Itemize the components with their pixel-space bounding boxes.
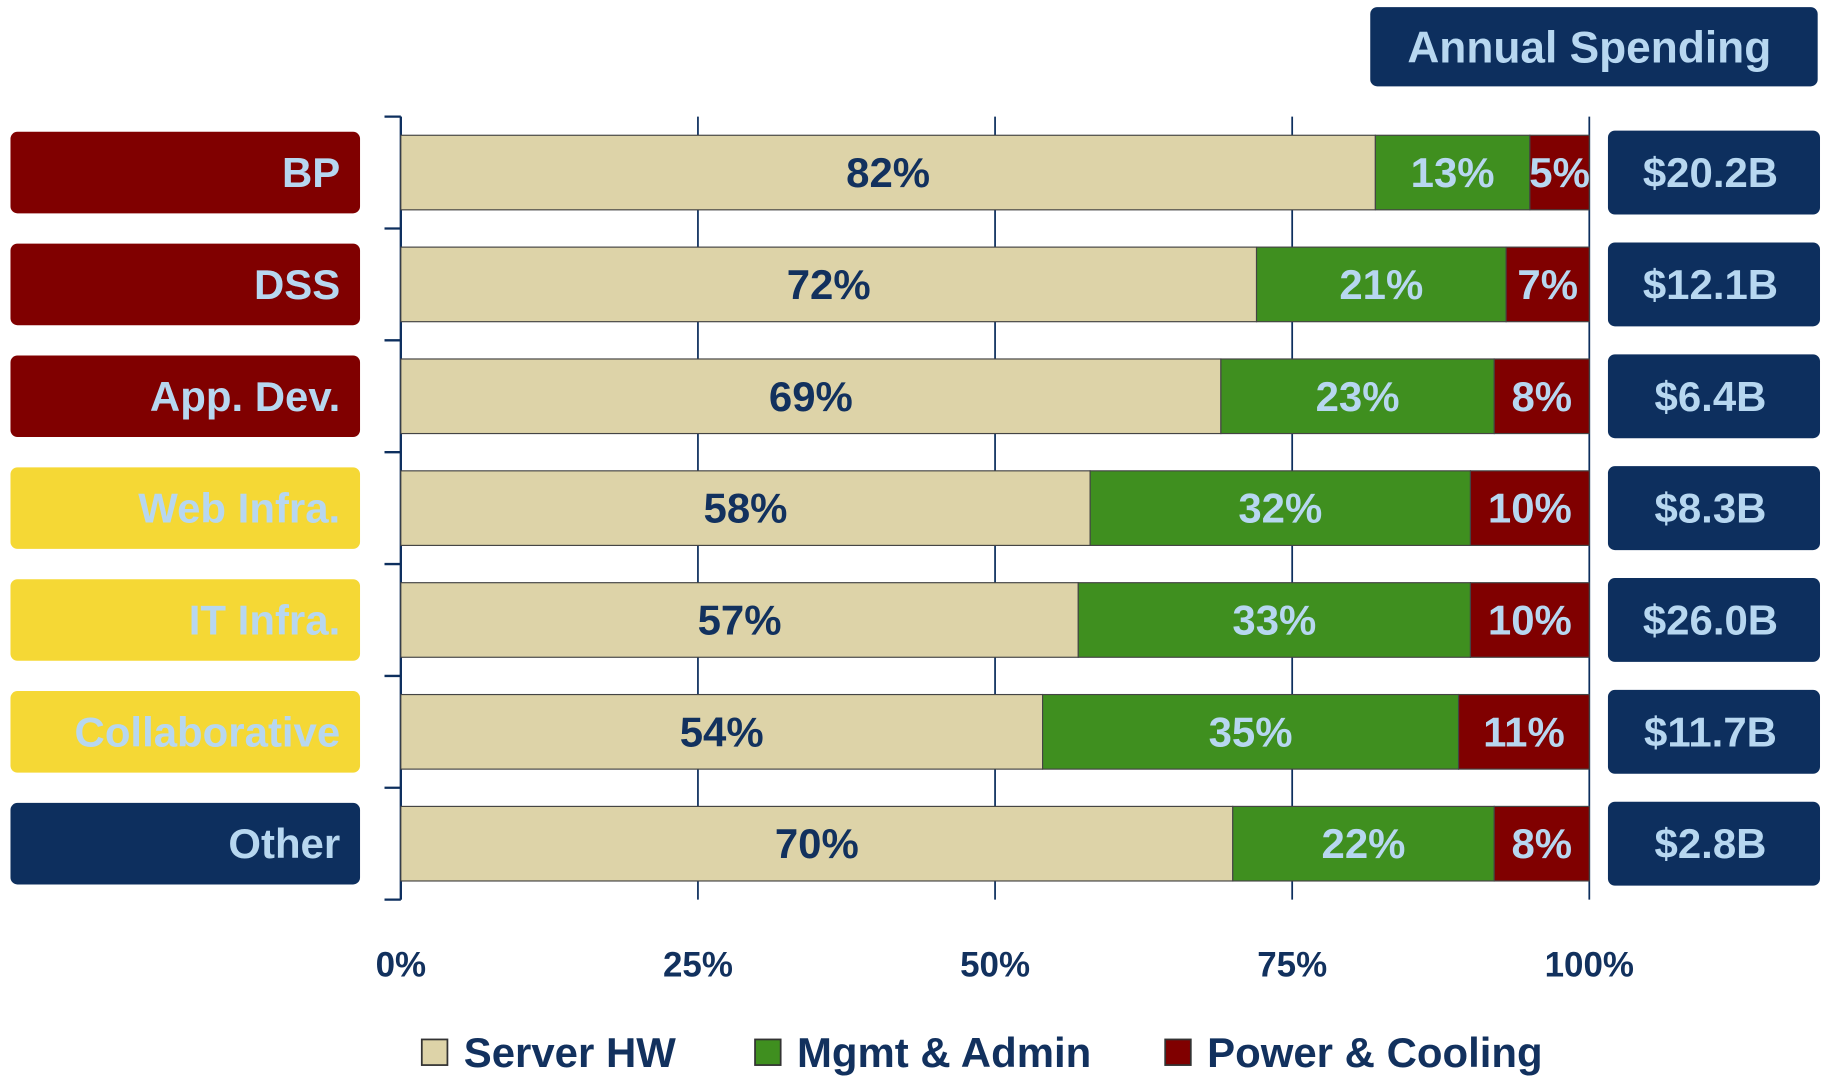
spending-box	[1607, 354, 1821, 439]
bar-segment	[400, 470, 1091, 546]
category-box	[10, 467, 361, 549]
category-box	[10, 243, 361, 326]
legend-label: Server HW	[464, 1029, 677, 1076]
legend-swatch	[754, 1038, 782, 1066]
category-label: BP	[282, 149, 340, 196]
bar-value-label: 69%	[769, 373, 853, 420]
legend-label: Mgmt & Admin	[797, 1029, 1091, 1076]
category-label: App. Dev.	[150, 373, 340, 420]
category-box	[10, 131, 361, 214]
bar-segment	[1469, 582, 1590, 658]
category-label: Collaborative	[75, 708, 341, 755]
x-tick-label: 0%	[376, 945, 427, 984]
bar-segment	[1220, 358, 1495, 435]
spending-label: $20.2B	[1643, 149, 1778, 196]
bar-segment	[1505, 246, 1590, 323]
bar-segment	[1232, 805, 1495, 882]
category-box	[10, 579, 361, 661]
spending-label: $2.8B	[1655, 820, 1767, 867]
bar-value-label: 57%	[698, 596, 782, 643]
bar-value-label: 33%	[1232, 596, 1316, 643]
bar-value-label: 10%	[1488, 596, 1572, 643]
bar-segment	[1493, 358, 1590, 435]
bar-segment	[1255, 246, 1507, 323]
bar-value-label: 5%	[1529, 149, 1590, 196]
bar-segment	[1457, 693, 1590, 770]
bar-segment	[400, 582, 1079, 658]
bar-value-label: 22%	[1322, 820, 1406, 867]
spending-label: $6.4B	[1655, 373, 1767, 420]
spending-box	[1607, 578, 1821, 662]
bar-value-label: 10%	[1488, 485, 1572, 532]
spending-header: Annual Spending	[1407, 23, 1771, 72]
spending-box	[1607, 242, 1821, 327]
bar-value-label: 72%	[787, 261, 871, 308]
category-label: DSS	[254, 261, 340, 308]
spending-label: $12.1B	[1643, 261, 1778, 308]
spending-label: $8.3B	[1655, 485, 1767, 532]
bar-segment	[400, 693, 1044, 770]
bar-segment	[400, 358, 1222, 435]
bar-segment	[1374, 134, 1531, 211]
category-label: Other	[228, 820, 340, 867]
spending-box	[1607, 689, 1821, 774]
category-box	[10, 355, 361, 438]
legend-label: Power & Cooling	[1207, 1029, 1543, 1076]
spending-header-box	[1370, 7, 1818, 87]
bar-value-label: 8%	[1511, 820, 1572, 867]
bar-value-label: 11%	[1483, 708, 1565, 755]
x-tick-label: 25%	[663, 945, 733, 984]
category-label: IT Infra.	[189, 596, 340, 643]
spending-label: $26.0B	[1643, 596, 1778, 643]
bar-value-label: 54%	[680, 708, 764, 755]
category-label: Web Infra.	[138, 485, 340, 532]
bar-value-label: 70%	[775, 820, 859, 867]
spending-label: $11.7B	[1644, 708, 1777, 755]
bar-value-label: 23%	[1316, 373, 1400, 420]
bar-segment	[1529, 134, 1590, 211]
bar-value-label: 35%	[1209, 708, 1293, 755]
x-tick-label: 75%	[1257, 945, 1327, 984]
bar-segment	[1089, 470, 1472, 546]
spending-box	[1607, 801, 1821, 886]
bar-segment	[1077, 582, 1472, 658]
bar-segment	[400, 805, 1234, 882]
bar-value-label: 32%	[1238, 485, 1322, 532]
spending-box	[1607, 466, 1821, 551]
spending-box	[1607, 130, 1821, 215]
x-tick-label: 100%	[1545, 945, 1634, 984]
bar-value-label: 13%	[1411, 149, 1495, 196]
bar-value-label: 82%	[846, 149, 930, 196]
bar-segment	[1469, 470, 1590, 546]
bar-segment	[1493, 805, 1590, 882]
bar-value-label: 8%	[1511, 373, 1572, 420]
bar-value-label: 7%	[1517, 261, 1578, 308]
bar-value-label: 58%	[704, 485, 788, 532]
bar-segment	[400, 134, 1376, 211]
category-box	[10, 802, 361, 885]
x-tick-label: 50%	[960, 945, 1030, 984]
bar-segment	[1042, 693, 1460, 770]
legend-swatch	[1164, 1038, 1192, 1066]
legend-swatch	[420, 1038, 449, 1066]
bar-value-label: 21%	[1339, 261, 1423, 308]
category-box	[10, 691, 361, 773]
